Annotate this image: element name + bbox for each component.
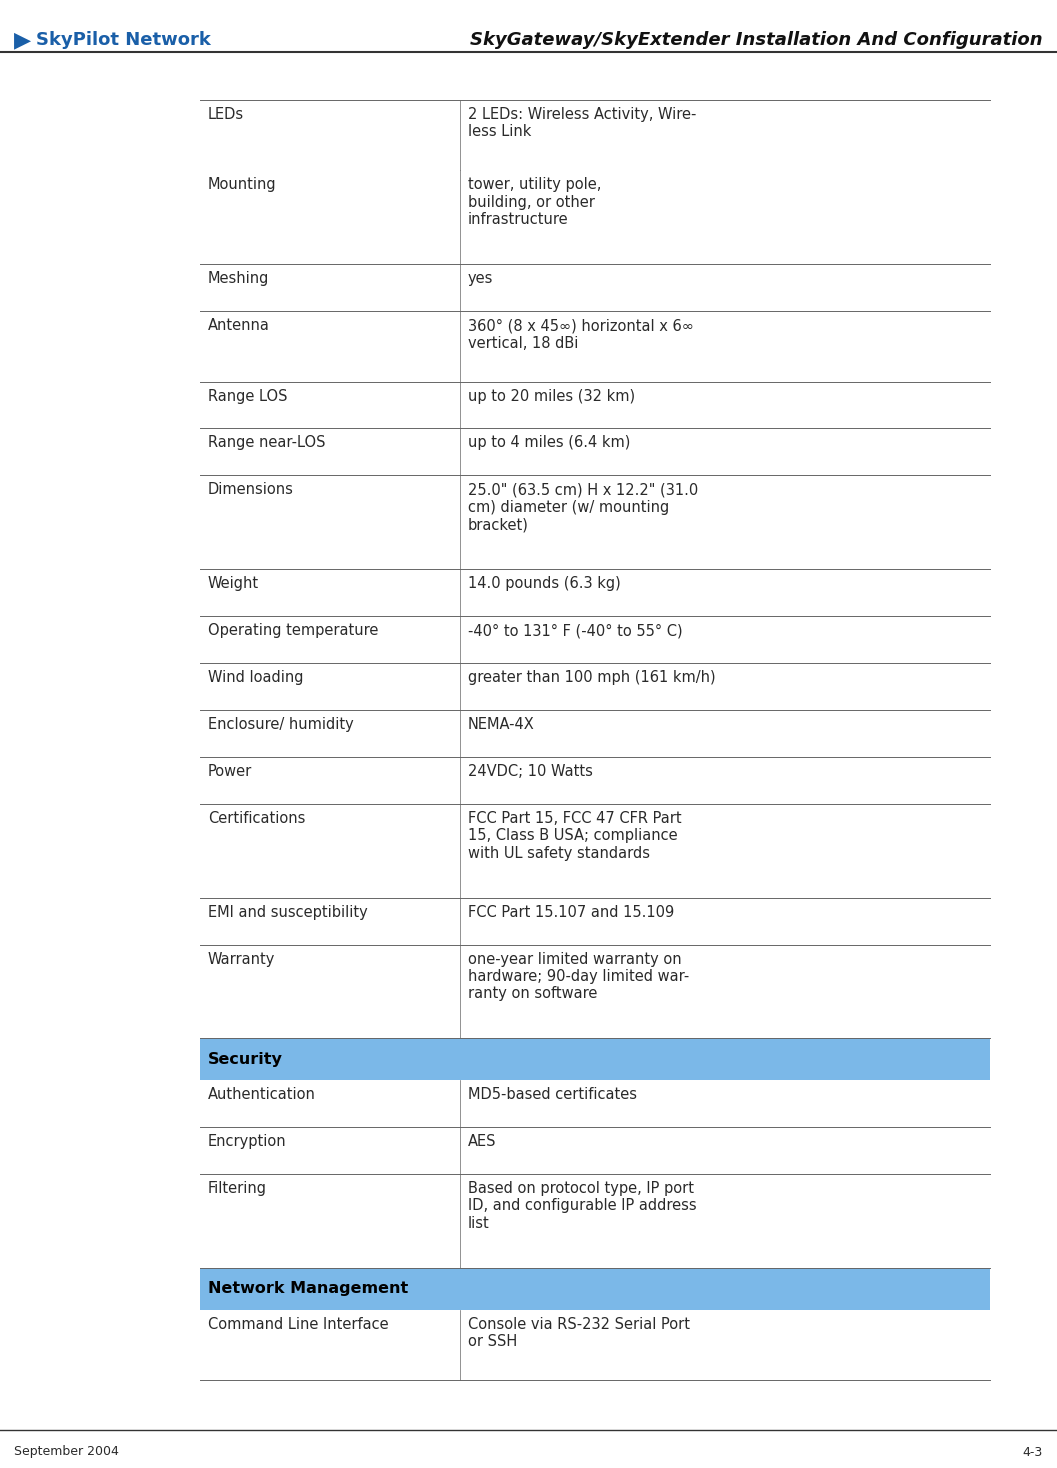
Text: Wind loading: Wind loading bbox=[208, 669, 303, 686]
Text: LEDs: LEDs bbox=[208, 107, 244, 122]
Text: Weight: Weight bbox=[208, 577, 259, 592]
Text: Security: Security bbox=[208, 1053, 283, 1067]
Text: 14.0 pounds (6.3 kg): 14.0 pounds (6.3 kg) bbox=[468, 577, 620, 592]
Text: NEMA-4X: NEMA-4X bbox=[468, 716, 535, 733]
Text: Based on protocol type, IP port
ID, and configurable IP address
list: Based on protocol type, IP port ID, and … bbox=[468, 1182, 697, 1230]
Text: one-year limited warranty on
hardware; 90-day limited war-
ranty on software: one-year limited warranty on hardware; 9… bbox=[468, 951, 689, 1001]
Text: 4-3: 4-3 bbox=[1023, 1446, 1043, 1459]
Text: SkyPilot Network: SkyPilot Network bbox=[36, 31, 211, 48]
Text: tower, utility pole,
building, or other
infrastructure: tower, utility pole, building, or other … bbox=[468, 178, 601, 228]
Text: Range LOS: Range LOS bbox=[208, 389, 288, 404]
Text: Antenna: Antenna bbox=[208, 319, 270, 333]
Text: Warranty: Warranty bbox=[208, 951, 276, 966]
Text: Range near-LOS: Range near-LOS bbox=[208, 436, 326, 451]
Text: Filtering: Filtering bbox=[208, 1182, 267, 1196]
Text: up to 20 miles (32 km): up to 20 miles (32 km) bbox=[468, 389, 635, 404]
Text: Operating temperature: Operating temperature bbox=[208, 624, 378, 639]
Text: 25.0" (63.5 cm) H x 12.2" (31.0
cm) diameter (w/ mounting
bracket): 25.0" (63.5 cm) H x 12.2" (31.0 cm) diam… bbox=[468, 483, 699, 533]
Text: Encryption: Encryption bbox=[208, 1135, 286, 1149]
Text: AES: AES bbox=[468, 1135, 497, 1149]
Text: up to 4 miles (6.4 km): up to 4 miles (6.4 km) bbox=[468, 436, 630, 451]
Text: MD5-based certificates: MD5-based certificates bbox=[468, 1088, 637, 1102]
Text: 360° (8 x 45∞) horizontal x 6∞
vertical, 18 dBi: 360° (8 x 45∞) horizontal x 6∞ vertical,… bbox=[468, 319, 693, 351]
Text: Certifications: Certifications bbox=[208, 810, 305, 826]
Text: Command Line Interface: Command Line Interface bbox=[208, 1317, 389, 1331]
Text: yes: yes bbox=[468, 272, 494, 286]
Text: greater than 100 mph (161 km/h): greater than 100 mph (161 km/h) bbox=[468, 669, 716, 686]
Text: ▶: ▶ bbox=[14, 29, 31, 50]
Text: Power: Power bbox=[208, 763, 253, 780]
Text: Console via RS-232 Serial Port
or SSH: Console via RS-232 Serial Port or SSH bbox=[468, 1317, 690, 1349]
Text: 2 LEDs: Wireless Activity, Wire-
less Link: 2 LEDs: Wireless Activity, Wire- less Li… bbox=[468, 107, 697, 139]
Text: SkyGateway/SkyExtender Installation And Configuration: SkyGateway/SkyExtender Installation And … bbox=[470, 31, 1043, 48]
Text: 24VDC; 10 Watts: 24VDC; 10 Watts bbox=[468, 763, 593, 780]
Bar bbox=[200, 1038, 990, 1080]
Text: -40° to 131° F (-40° to 55° C): -40° to 131° F (-40° to 55° C) bbox=[468, 624, 683, 639]
Text: Dimensions: Dimensions bbox=[208, 483, 294, 498]
Text: Enclosure/ humidity: Enclosure/ humidity bbox=[208, 716, 354, 733]
Text: Authentication: Authentication bbox=[208, 1088, 316, 1102]
Text: FCC Part 15.107 and 15.109: FCC Part 15.107 and 15.109 bbox=[468, 904, 674, 920]
Text: EMI and susceptibility: EMI and susceptibility bbox=[208, 904, 368, 920]
Text: September 2004: September 2004 bbox=[14, 1446, 118, 1459]
Text: Mounting: Mounting bbox=[208, 178, 277, 192]
Text: Network Management: Network Management bbox=[208, 1282, 408, 1296]
Bar bbox=[200, 1268, 990, 1309]
Text: Meshing: Meshing bbox=[208, 272, 270, 286]
Text: FCC Part 15, FCC 47 CFR Part
15, Class B USA; compliance
with UL safety standard: FCC Part 15, FCC 47 CFR Part 15, Class B… bbox=[468, 810, 682, 860]
